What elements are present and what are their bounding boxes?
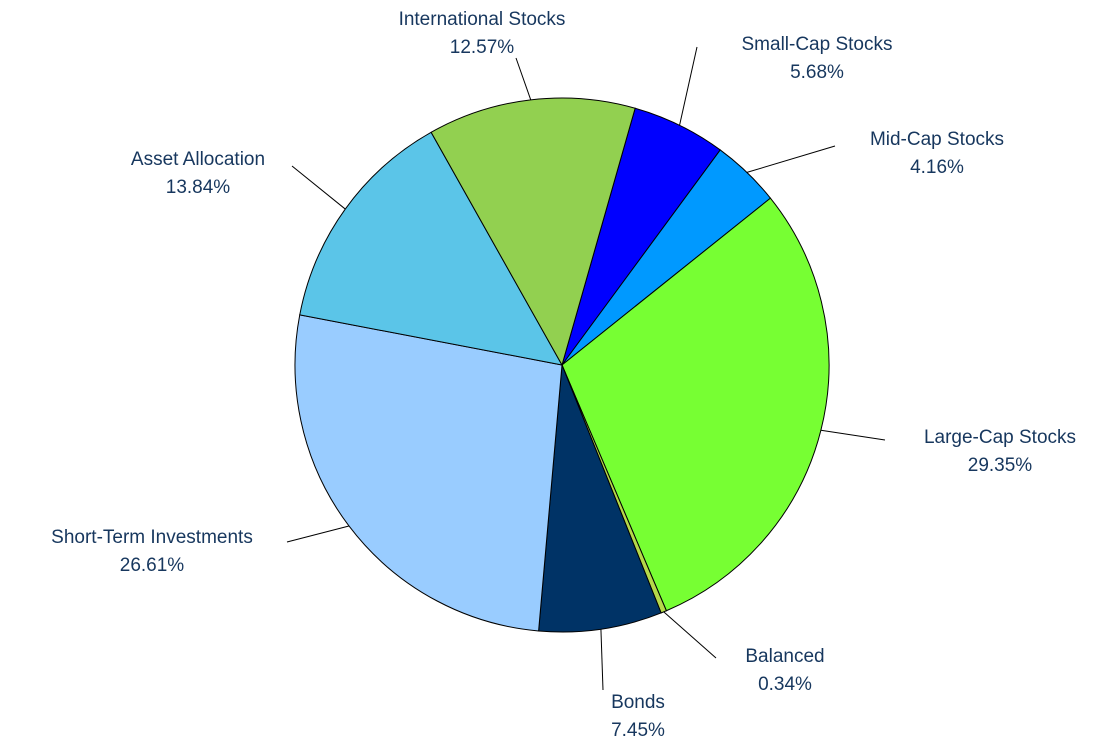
slice-label: Balanced xyxy=(745,646,824,667)
leader-line xyxy=(663,611,717,659)
slice-label: International Stocks xyxy=(399,9,566,30)
slice-value-label: 4.16% xyxy=(910,157,964,178)
slice-label: Mid-Cap Stocks xyxy=(870,129,1004,150)
leader-line xyxy=(291,165,346,210)
slice-label: Bonds xyxy=(611,692,665,713)
slice-value-label: 7.45% xyxy=(611,720,665,741)
slice-value-label: 12.57% xyxy=(450,37,515,58)
slice-value-label: 0.34% xyxy=(758,674,812,695)
slice-value-label: 5.68% xyxy=(790,62,844,83)
leader-line xyxy=(515,57,532,101)
slice-label: Large-Cap Stocks xyxy=(924,427,1076,448)
leader-line xyxy=(746,145,836,173)
slice-label: Asset Allocation xyxy=(131,149,265,170)
pie-slice xyxy=(561,197,830,612)
pie-slice xyxy=(294,314,563,632)
slice-label: Short-Term Investments xyxy=(51,527,253,548)
slice-value-label: 29.35% xyxy=(968,455,1033,476)
pie-slice xyxy=(430,97,636,367)
slice-label: Small-Cap Stocks xyxy=(742,34,893,55)
leader-line xyxy=(820,429,886,441)
leader-line xyxy=(600,629,604,691)
leader-line xyxy=(286,525,350,543)
slice-value-label: 26.61% xyxy=(120,555,185,576)
leader-line xyxy=(679,46,698,126)
slice-value-label: 13.84% xyxy=(166,177,231,198)
